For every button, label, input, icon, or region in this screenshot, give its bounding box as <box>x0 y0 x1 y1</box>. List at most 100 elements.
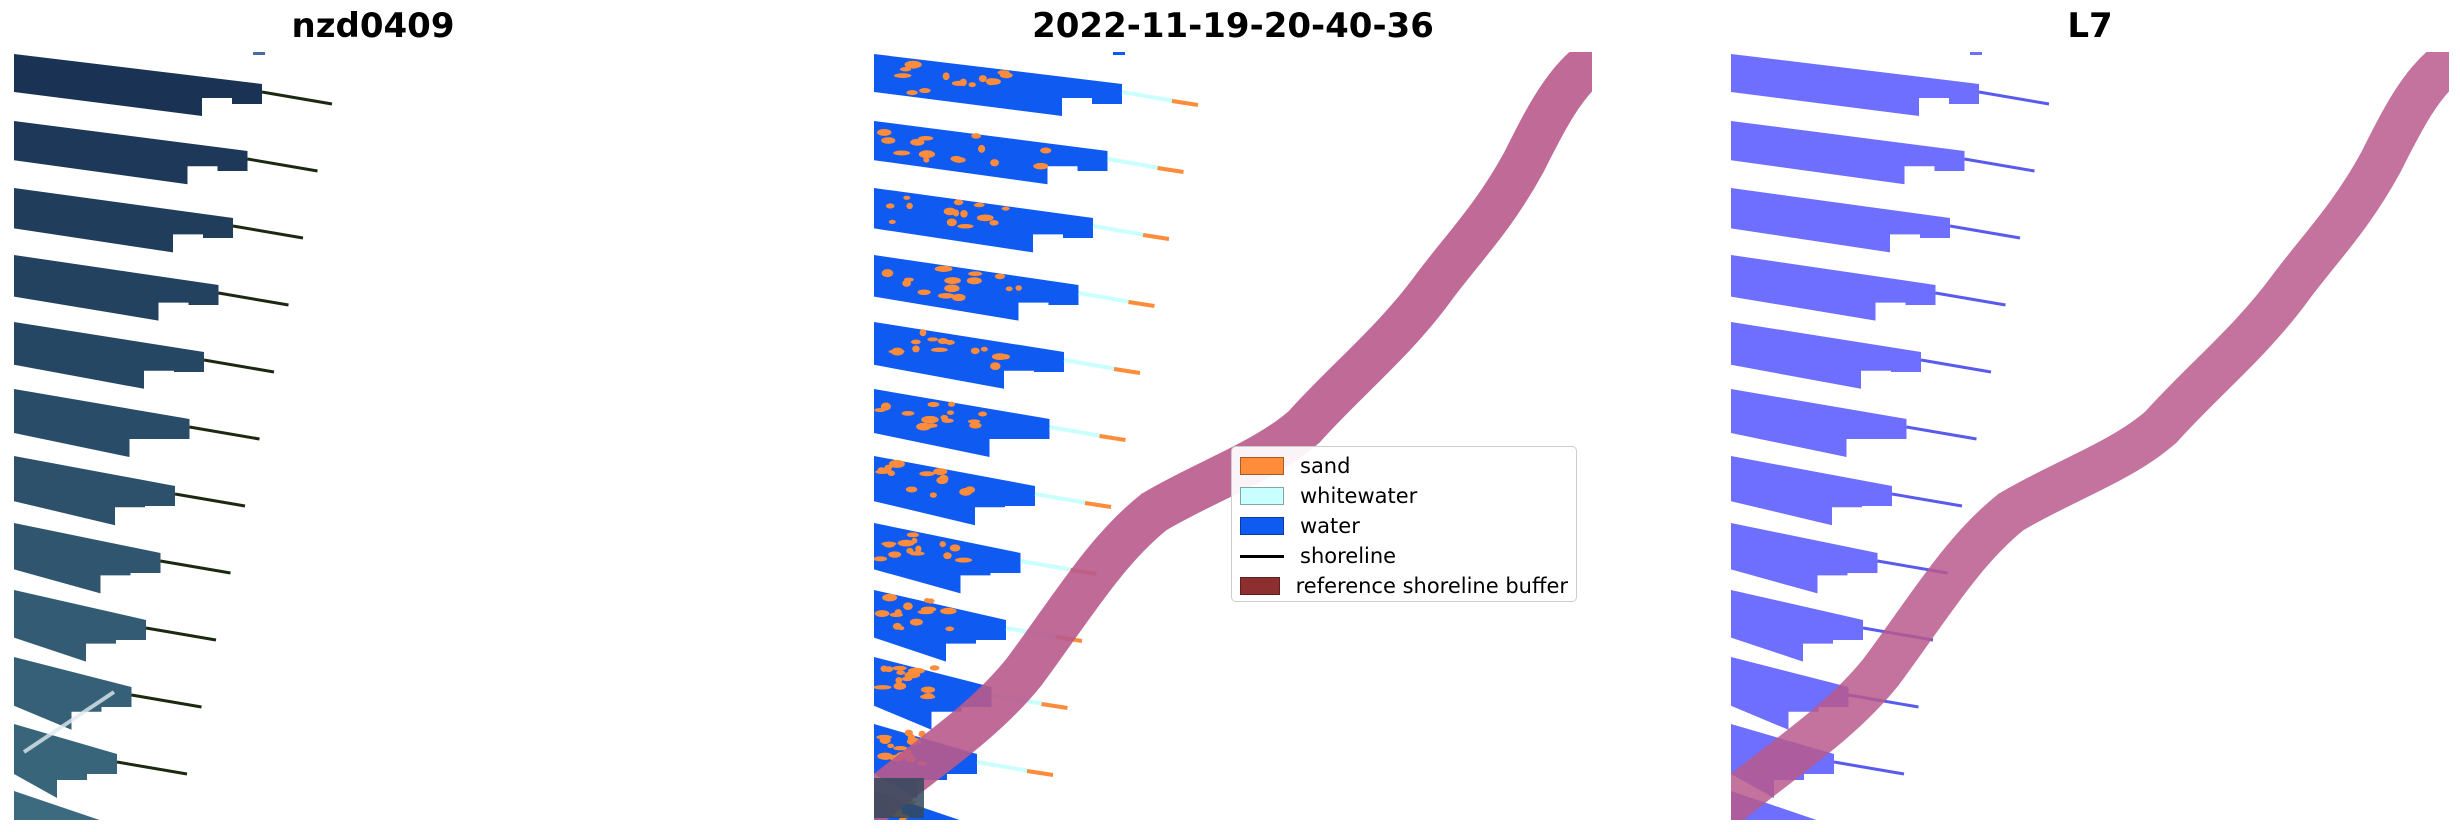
mask-strip <box>1731 456 1892 526</box>
sand-patch <box>879 736 891 745</box>
sand-segment <box>1026 769 1054 777</box>
sand-patch <box>918 135 934 141</box>
sand-patch <box>936 476 948 485</box>
image-speck <box>1113 52 1125 55</box>
sand-patch <box>905 486 918 493</box>
legend: sand whitewater water shoreline referenc… <box>1231 446 1577 602</box>
image-strip <box>14 791 100 820</box>
sand-patch <box>943 207 957 216</box>
image-strip <box>14 523 161 594</box>
mask-strip <box>1731 523 1878 594</box>
sand-patch <box>888 551 902 558</box>
sand-patch <box>943 552 952 560</box>
sand-segment <box>1157 166 1184 174</box>
sand-patch <box>893 745 908 751</box>
sand-patch <box>944 277 961 285</box>
shoreline-segment <box>160 559 231 575</box>
sand-patch <box>994 273 1006 280</box>
sand-patch <box>874 408 886 413</box>
sand-patch <box>906 202 913 210</box>
sand-patch <box>903 195 911 200</box>
sand-patch <box>902 279 911 287</box>
legend-item-water: water <box>1240 511 1568 541</box>
sand-patch <box>897 539 915 547</box>
water-strip <box>874 389 1050 457</box>
sand-patch <box>976 214 994 222</box>
water-strip <box>874 54 1122 116</box>
image-strip <box>14 590 146 662</box>
sand-patch <box>885 203 895 209</box>
image-strip <box>14 255 219 321</box>
legend-label: shoreline <box>1300 544 1397 568</box>
mask-line <box>1935 291 2006 307</box>
sand-patch <box>921 415 939 424</box>
sand-patch <box>1033 162 1049 170</box>
sand-patch <box>933 468 948 476</box>
image-strip <box>14 389 190 457</box>
water-strip <box>874 657 992 730</box>
sand-patch <box>946 218 957 227</box>
sand-patch <box>949 544 961 552</box>
mask-line <box>1978 90 2050 106</box>
water-strip <box>874 456 1035 526</box>
sand-patch <box>888 219 896 225</box>
sand-segment <box>1128 300 1155 308</box>
sand-patch <box>989 362 1001 371</box>
sand-patch <box>926 423 938 428</box>
sand-patch <box>942 72 950 81</box>
legend-label: whitewater <box>1300 484 1418 508</box>
sand-patch <box>929 665 940 671</box>
sand-patch <box>881 137 896 144</box>
mask-strip <box>1731 188 1950 253</box>
sand-patch <box>978 411 988 417</box>
sand-patch <box>922 692 934 699</box>
sand-patch <box>934 265 953 272</box>
sand-patch <box>948 401 956 407</box>
sand-patch <box>874 685 892 690</box>
sand-patch <box>920 606 937 612</box>
sand-swatch <box>1240 457 1284 475</box>
legend-label: water <box>1300 514 1360 538</box>
sand-patch <box>919 329 927 337</box>
sand-patch <box>909 618 923 626</box>
shoreline-segment <box>131 693 202 709</box>
breaking-wave <box>22 690 116 754</box>
sand-patch <box>874 556 888 562</box>
sand-patch <box>1040 147 1052 154</box>
sand-patch <box>877 752 893 760</box>
sand-patch <box>881 541 897 546</box>
image-strip <box>14 657 132 730</box>
panel-title-mask: L7 <box>2067 6 2113 46</box>
sand-patch <box>985 78 1001 85</box>
sand-patch <box>920 686 936 693</box>
sand-patch <box>880 665 888 672</box>
mask-strip <box>1731 322 1921 389</box>
sand-patch <box>899 67 912 72</box>
sand-patch <box>901 410 915 416</box>
sand-patch <box>927 337 938 342</box>
sand-patch <box>952 157 966 163</box>
mask-strip <box>1731 255 1936 321</box>
sand-patch <box>953 199 964 206</box>
mask-line <box>1964 157 2035 173</box>
legend-label: reference shoreline buffer <box>1295 574 1568 598</box>
sand-patch <box>930 347 948 353</box>
mask-strip <box>1731 54 1979 116</box>
reference-shoreline-buffer <box>1731 52 2449 820</box>
sand-patch <box>888 459 905 468</box>
legend-item-shoreline: shoreline <box>1240 541 1568 571</box>
sand-patch <box>874 610 890 617</box>
sand-patch <box>923 157 930 163</box>
sand-patch <box>929 492 937 498</box>
water-mask-panel <box>1731 52 2449 820</box>
shoreline-segment <box>189 425 260 441</box>
image-strip <box>14 456 175 526</box>
sand-patch <box>926 598 935 604</box>
sand-patch <box>903 602 913 611</box>
sand-patch <box>907 667 925 674</box>
water-swatch <box>1240 517 1284 535</box>
image-strip <box>14 188 233 253</box>
sand-patch <box>901 676 913 682</box>
sand-patch <box>940 607 957 615</box>
sand-patch <box>939 541 946 548</box>
